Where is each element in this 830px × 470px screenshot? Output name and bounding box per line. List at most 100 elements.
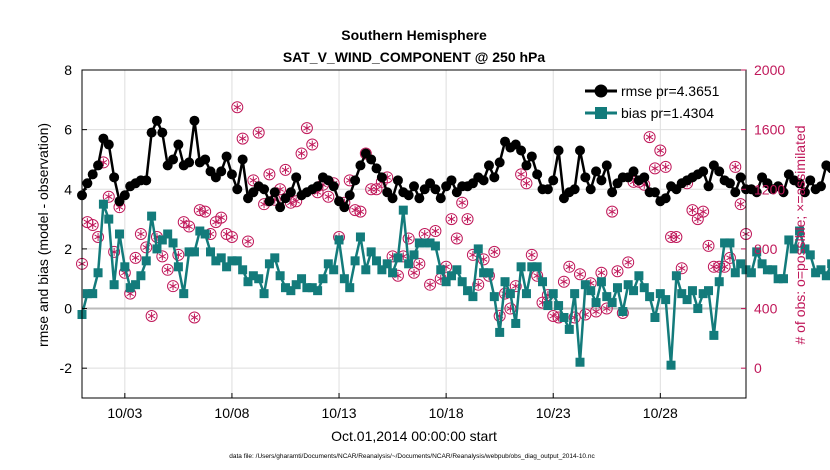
rmse-point: [698, 166, 709, 177]
bias-point: [264, 259, 274, 269]
obs-count-asterisk: [463, 216, 472, 222]
obs-count-circle: [488, 245, 501, 258]
rmse-point: [168, 154, 179, 165]
rmse-point: [328, 181, 339, 192]
bias-point: [629, 286, 639, 296]
bias-point: [505, 289, 515, 299]
obs-count-circle: [242, 235, 254, 248]
obs-count-asterisk: [560, 279, 568, 285]
obs-count-circle: [129, 251, 142, 264]
bias-point: [586, 286, 596, 296]
bias-point: [120, 262, 130, 272]
obs-count-point: [670, 230, 683, 243]
bias-point: [259, 289, 269, 299]
obs-count-asterisk: [228, 234, 236, 240]
series-layer: [76, 101, 830, 370]
obs-count-circle: [450, 232, 463, 245]
bias-point: [591, 298, 601, 308]
obs-count-circle: [263, 168, 276, 181]
bias-point: [211, 256, 221, 266]
obs-count-asterisk: [308, 142, 317, 147]
rmse-point: [119, 190, 130, 201]
y-tick-label: 4: [64, 181, 72, 197]
obs-count-circle: [461, 213, 474, 226]
obs-count-point: [129, 251, 142, 264]
obs-count-point: [525, 248, 538, 261]
bias-point: [275, 271, 285, 281]
bias-point: [420, 238, 430, 248]
bias-point: [789, 244, 799, 254]
rmse-point: [585, 184, 596, 195]
obs-count-asterisk: [453, 236, 461, 241]
x-axis-label: Oct.01,2014 00:00:00 start: [331, 428, 497, 444]
obs-count-point: [113, 201, 126, 214]
rmse-point: [596, 175, 607, 186]
obs-count-asterisk: [704, 243, 713, 249]
rmse-point: [216, 166, 227, 177]
obs-count-point: [595, 266, 608, 279]
bias-point: [821, 271, 830, 281]
bias-point: [720, 238, 730, 248]
obs-count-asterisk: [688, 207, 697, 213]
rmse-point: [735, 172, 746, 183]
bias-point: [452, 265, 462, 275]
rmse-point: [516, 145, 527, 156]
y-tick-label: 0: [64, 301, 72, 317]
obs-count-point: [263, 168, 276, 181]
rmse-point: [521, 160, 532, 171]
obs-count-circle: [702, 239, 715, 252]
obs-count-circle: [188, 311, 201, 324]
bias-point: [457, 277, 467, 287]
rmse-point: [339, 202, 350, 213]
rmse-point: [237, 154, 248, 165]
obs-count-asterisk: [131, 255, 140, 261]
bias-point: [677, 289, 687, 299]
obs-count-asterisk: [372, 186, 381, 192]
obs-count-circle: [579, 308, 592, 321]
bias-point: [538, 277, 548, 287]
obs-count-asterisk: [410, 270, 418, 276]
bias-point: [141, 256, 151, 266]
obs-count-circle: [225, 230, 238, 243]
bias-point: [768, 265, 778, 275]
bias-point: [623, 280, 633, 290]
bias-point: [784, 235, 794, 245]
rmse-point: [403, 190, 414, 201]
obs-count-circle: [183, 220, 196, 233]
bias-point: [318, 274, 328, 284]
rmse-point: [569, 184, 580, 195]
obs-count-asterisk: [699, 209, 707, 215]
obs-count-asterisk: [249, 177, 258, 183]
y2-tick-label: 1200: [754, 181, 785, 197]
bias-point: [232, 256, 242, 266]
obs-count-point: [611, 265, 624, 278]
y2-axis-label: # of obs: o=possible; ×=assimilated: [792, 125, 808, 344]
obs-count-asterisk: [533, 273, 541, 279]
obs-count-point: [606, 205, 619, 218]
bias-point: [709, 330, 719, 340]
obs-count-circle: [472, 278, 485, 291]
obs-count-point: [424, 278, 437, 291]
obs-count-point: [252, 126, 265, 139]
bias-point: [607, 298, 617, 308]
obs-count-circle: [247, 174, 260, 187]
bias-point: [377, 265, 387, 275]
rmse-point: [660, 193, 671, 204]
obs-count-circle: [359, 147, 372, 160]
y-tick-label: 6: [64, 122, 72, 138]
obs-count-asterisk: [576, 271, 584, 277]
bias-point: [543, 301, 553, 311]
bias-point: [297, 274, 307, 284]
rmse-point: [724, 178, 735, 189]
obs-count-point: [145, 310, 158, 322]
obs-count-asterisk: [677, 265, 686, 271]
obs-count-point: [188, 311, 201, 324]
bias-point: [307, 283, 317, 293]
rmse-point: [575, 145, 585, 156]
rmse-point: [778, 187, 789, 198]
y2-tick-label: 800: [754, 241, 778, 257]
obs-count-point: [156, 250, 169, 263]
bias-point: [361, 265, 371, 275]
rmse-point: [232, 184, 243, 195]
obs-count-asterisk: [260, 201, 268, 207]
